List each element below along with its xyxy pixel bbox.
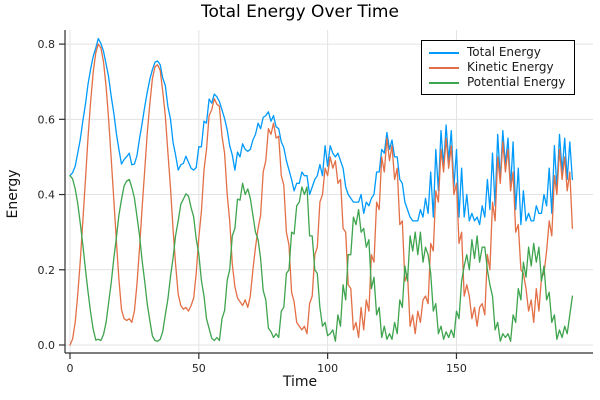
y-tick-label: 0.4 (38, 189, 56, 202)
x-axis-label: Time (282, 374, 318, 390)
y-tick-label: 0.0 (38, 339, 56, 352)
y-axis-label: Energy (5, 169, 21, 219)
y-tick-label: 0.8 (38, 38, 56, 51)
potential-energy-line (69, 175, 574, 342)
x-tick-label: 150 (446, 362, 467, 375)
legend-label: Potential Energy (467, 75, 566, 89)
chart-title: Total Energy Over Time (201, 2, 399, 22)
legend: Total Energy Kinetic Energy Potential En… (421, 40, 575, 95)
legend-item-total-energy: Total Energy (429, 45, 568, 60)
legend-item-kinetic-energy: Kinetic Energy (429, 60, 568, 75)
kinetic-energy-line (69, 43, 574, 346)
x-tick-label: 0 (66, 362, 73, 375)
x-tick-label: 50 (192, 362, 206, 375)
legend-item-potential-energy: Potential Energy (429, 75, 568, 90)
y-tick-label: 0.2 (38, 264, 56, 277)
x-tick-label: 100 (317, 362, 338, 375)
total-energy-line (69, 37, 574, 226)
potential-energy-line-swatch (429, 81, 459, 84)
total-energy-line-swatch (429, 51, 459, 54)
kinetic-energy-line-swatch (429, 66, 459, 69)
legend-label: Total Energy (467, 45, 541, 59)
y-tick-label: 0.6 (38, 113, 56, 126)
legend-label: Kinetic Energy (467, 60, 554, 74)
